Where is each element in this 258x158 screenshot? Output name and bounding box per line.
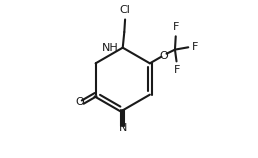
Text: O: O [75,97,84,107]
Text: N: N [118,123,127,133]
Text: F: F [174,65,181,75]
Text: F: F [192,42,199,52]
Text: Cl: Cl [120,5,131,15]
Text: F: F [173,22,180,32]
Text: O: O [160,51,168,61]
Text: NH: NH [102,43,119,53]
